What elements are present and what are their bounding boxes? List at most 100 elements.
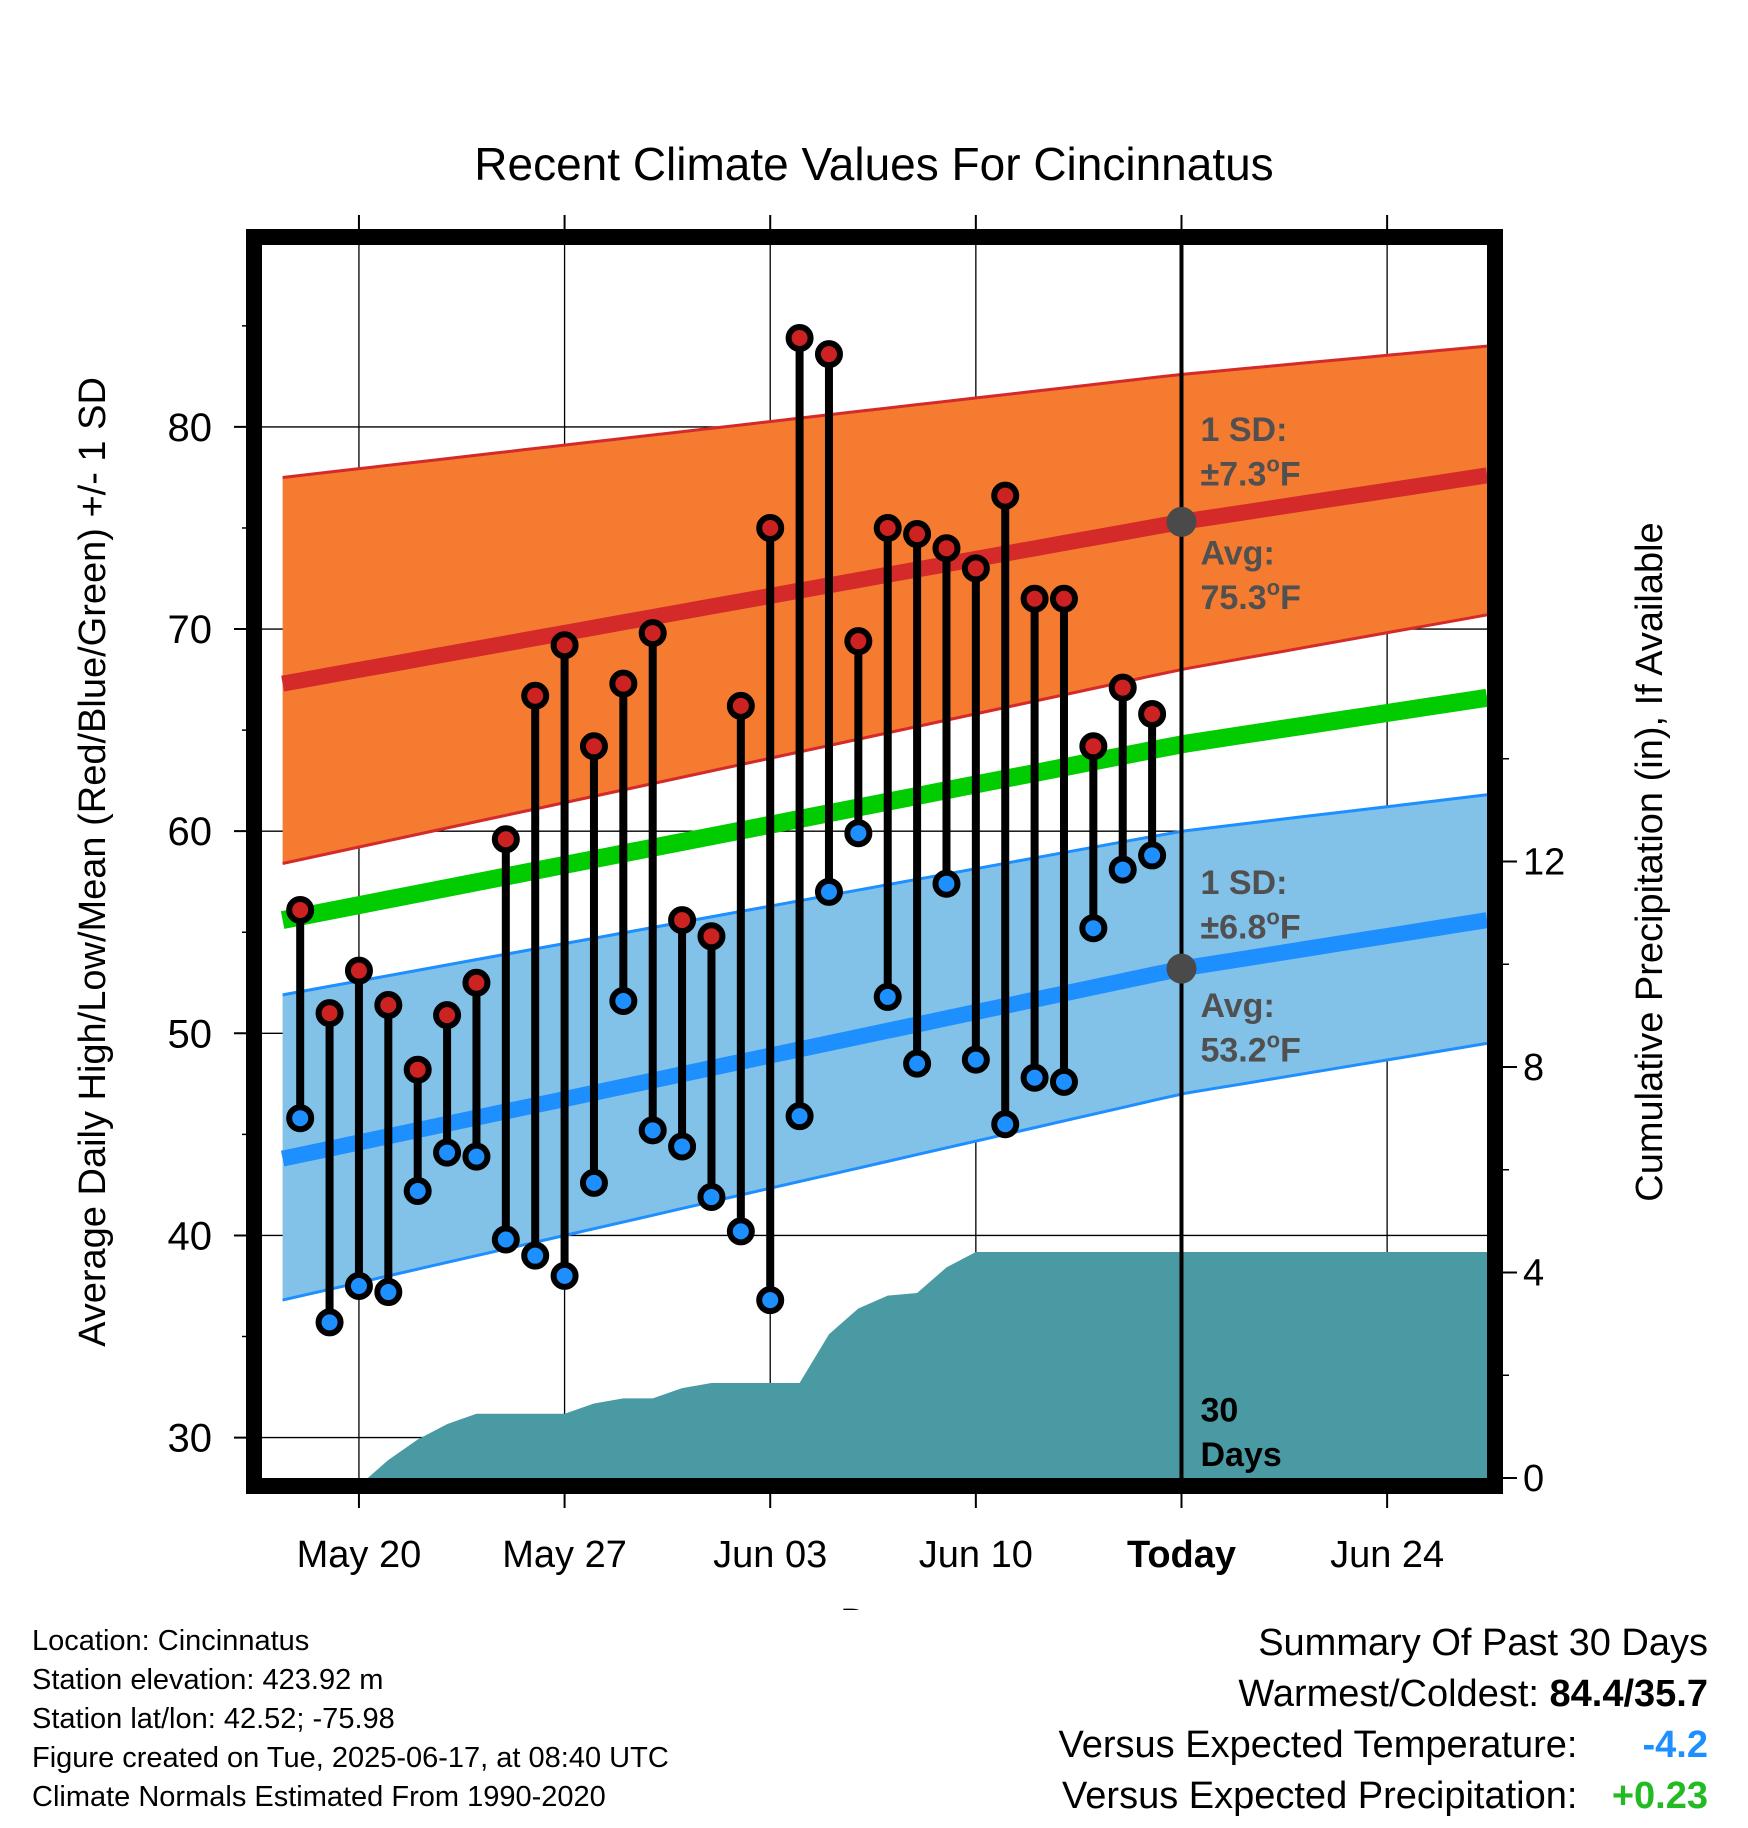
high-avg-marker xyxy=(1166,506,1197,537)
y-tick-label: 70 xyxy=(168,608,213,652)
daily-high-point xyxy=(668,906,697,935)
daily-high-point xyxy=(315,999,344,1028)
daily-high-point xyxy=(1079,732,1108,761)
daily-low-point xyxy=(579,1168,608,1197)
daily-low-point xyxy=(726,1217,755,1246)
y-tick-label: 60 xyxy=(168,810,213,854)
daily-high-point xyxy=(932,534,961,563)
daily-low-point xyxy=(1108,855,1137,884)
summary-panel: Summary Of Past 30 Days Warmest/Coldest:… xyxy=(1059,1618,1708,1822)
daily-low-point xyxy=(344,1271,373,1300)
daily-high-point xyxy=(697,922,726,951)
daily-high-point xyxy=(1138,699,1167,728)
daily-low-point xyxy=(932,869,961,898)
daily-high-point xyxy=(521,681,550,710)
high-sd-value: ±7.3oF xyxy=(1200,452,1300,494)
warm-cold-value: 84.4/35.7 xyxy=(1549,1673,1708,1715)
daily-low-point xyxy=(1049,1067,1078,1096)
daily-high-point xyxy=(344,956,373,985)
daily-low-point xyxy=(550,1261,579,1290)
daily-high-point xyxy=(1020,584,1049,613)
normal-low-line xyxy=(280,912,1487,1167)
y2-tick-label: 0 xyxy=(1523,1458,1544,1500)
info-elevation: Station elevation: 423.92 m xyxy=(32,1664,384,1696)
daily-low-point xyxy=(697,1183,726,1212)
warm-cold-label: Warmest/Coldest: xyxy=(1238,1673,1539,1715)
daily-low-point xyxy=(1079,914,1108,943)
daily-low-point xyxy=(638,1116,667,1145)
info-latlon: Station lat/lon: 42.52; -75.98 xyxy=(32,1703,395,1735)
daily-high-point xyxy=(550,631,579,660)
chart-title: Recent Climate Values For Cincinnatus xyxy=(474,138,1273,190)
daily-high-point xyxy=(1108,673,1137,702)
daily-high-point xyxy=(374,991,403,1020)
days-label: Days xyxy=(1200,1436,1281,1474)
daily-low-point xyxy=(1138,841,1167,870)
summary-title: Summary Of Past 30 Days xyxy=(1258,1622,1708,1664)
daily-high-point xyxy=(961,554,990,583)
daily-low-point xyxy=(609,986,638,1015)
temp-departure-value: -4.2 xyxy=(1642,1724,1708,1766)
daily-high-point xyxy=(873,513,902,542)
daily-high-point xyxy=(579,732,608,761)
info-normals: Climate Normals Estimated From 1990-2020 xyxy=(32,1781,606,1813)
high-avg-value: 75.3oF xyxy=(1200,575,1300,617)
daily-high-point xyxy=(844,627,873,656)
low-sd-label: 1 SD: xyxy=(1200,864,1287,902)
daily-low-point xyxy=(844,819,873,848)
y-tick-label: 40 xyxy=(168,1214,213,1258)
x-axis-label: Day xyxy=(840,1602,908,1610)
daily-low-point xyxy=(462,1142,491,1171)
daily-high-point xyxy=(756,513,785,542)
low-sd-value: ±6.8oF xyxy=(1200,904,1300,946)
daily-low-point xyxy=(491,1225,520,1254)
daily-low-point xyxy=(286,1104,315,1133)
daily-high-point xyxy=(903,520,932,549)
x-tick-label: May 20 xyxy=(297,1534,422,1576)
daily-low-point xyxy=(991,1110,1020,1139)
y-axis-label: Average Daily High/Low/Mean (Red/Blue/Gr… xyxy=(72,377,114,1347)
high-sd-label: 1 SD: xyxy=(1200,411,1287,449)
y2-tick-label: 12 xyxy=(1523,842,1565,884)
daily-low-point xyxy=(873,982,902,1011)
x-tick-label: May 27 xyxy=(502,1534,627,1576)
y-tick-label: 50 xyxy=(168,1012,213,1056)
daily-high-point xyxy=(785,323,814,352)
station-info: Location: Cincinnatus Station elevation:… xyxy=(32,1622,669,1817)
temp-departure-label: Versus Expected Temperature: xyxy=(1058,1724,1578,1766)
y2-axis-label: Cumulative Precipitation (in), If Availa… xyxy=(1629,522,1671,1201)
low-avg-value: 53.2oF xyxy=(1200,1028,1300,1070)
y2-tick-label: 8 xyxy=(1523,1047,1544,1089)
low-avg-label: Avg: xyxy=(1200,987,1274,1025)
daily-low-point xyxy=(814,877,843,906)
info-created: Figure created on Tue, 2025-06-17, at 08… xyxy=(32,1742,669,1774)
info-location: Location: Cincinnatus xyxy=(32,1625,310,1657)
y2-tick-label: 4 xyxy=(1523,1253,1544,1295)
daily-high-point xyxy=(403,1055,432,1084)
precip-departure-value: +0.23 xyxy=(1611,1775,1708,1817)
y-tick-label: 80 xyxy=(168,406,213,450)
daily-low-point xyxy=(668,1132,697,1161)
low-avg-marker xyxy=(1166,953,1197,984)
climate-chart: Recent Climate Values For Cincinnatus 1 … xyxy=(72,138,1671,1610)
low-sd-band-lower xyxy=(282,1041,1487,1302)
daily-low-point xyxy=(374,1278,403,1307)
high-sd-band-upper xyxy=(282,344,1487,479)
high-avg-label: Avg: xyxy=(1200,534,1274,572)
daily-low-point xyxy=(403,1176,432,1205)
daily-low-point xyxy=(756,1286,785,1315)
x-tick-label: Jun 24 xyxy=(1330,1534,1444,1576)
x-tick-label: Today xyxy=(1127,1534,1236,1576)
daily-high-point xyxy=(433,1001,462,1030)
precip-departure-label: Versus Expected Precipitation: xyxy=(1062,1775,1578,1817)
daily-high-point xyxy=(638,619,667,648)
daily-high-point xyxy=(814,340,843,369)
daily-low-point xyxy=(315,1308,344,1337)
x-tick-label: Jun 03 xyxy=(713,1534,827,1576)
daily-high-point xyxy=(991,481,1020,510)
daily-low-point xyxy=(521,1241,550,1270)
precip-area xyxy=(367,1252,1487,1478)
daily-high-point xyxy=(1049,584,1078,613)
